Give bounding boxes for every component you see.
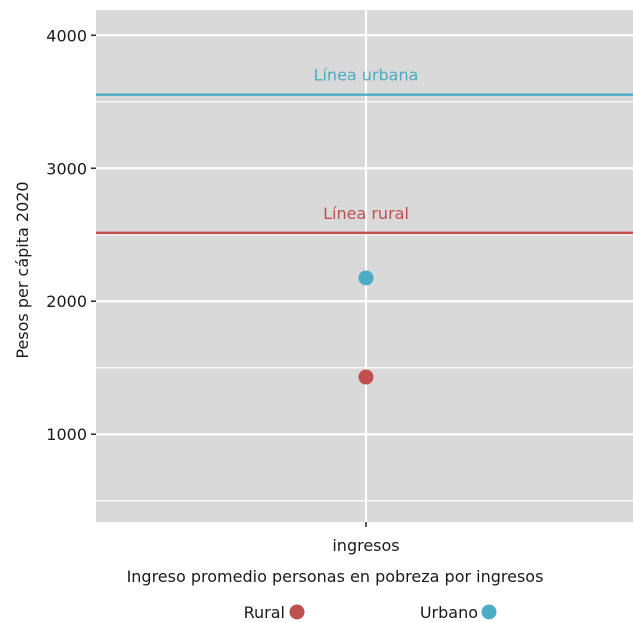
x-axis: ingresos xyxy=(332,522,400,555)
legend-label: Rural xyxy=(244,603,285,622)
reference-lines: Línea urbana Línea rural xyxy=(96,66,633,235)
data-point xyxy=(358,369,374,385)
data-point xyxy=(358,270,374,286)
legend-swatch xyxy=(289,604,305,620)
legend-swatch xyxy=(481,604,497,620)
grid-major xyxy=(96,10,633,522)
y-tick-label: 3000 xyxy=(46,159,87,178)
y-axis: 1000 2000 3000 4000 xyxy=(46,26,96,444)
y-axis-title: Pesos per cápita 2020 xyxy=(13,181,32,358)
grid-minor xyxy=(96,101,633,502)
x-tick-label: ingresos xyxy=(332,536,399,555)
y-tick-label: 1000 xyxy=(46,425,87,444)
y-tick-label: 2000 xyxy=(46,292,87,311)
reference-line-label: Línea rural xyxy=(323,204,409,223)
x-axis-title: Ingreso promedio personas en pobreza por… xyxy=(127,567,544,586)
data-points xyxy=(358,270,374,385)
reference-line-label: Línea urbana xyxy=(314,66,419,85)
legend-label: Urbano xyxy=(420,603,478,622)
legend: Rural Urbano xyxy=(244,603,497,622)
y-tick-label: 4000 xyxy=(46,26,87,45)
plot-panel xyxy=(96,10,633,522)
